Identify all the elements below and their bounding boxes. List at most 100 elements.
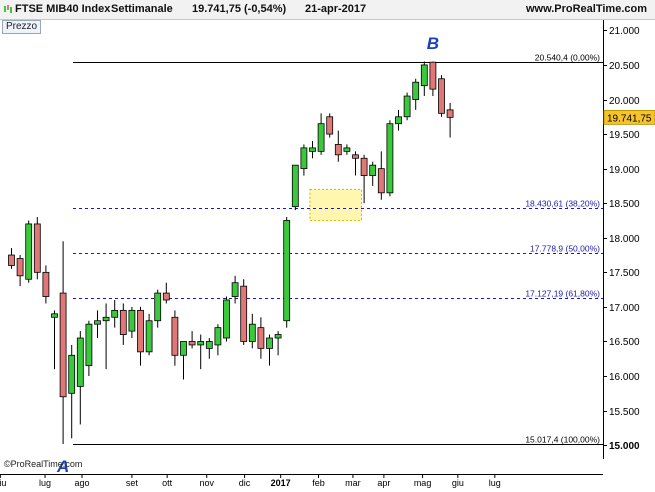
candle-body <box>403 95 411 118</box>
point-label-b: B <box>427 34 439 53</box>
candle-body <box>8 254 15 266</box>
candle-body <box>438 78 445 114</box>
y-tick-label: 21.000 <box>609 26 640 37</box>
x-tick-label: nov <box>199 478 214 488</box>
x-tick-label: apr <box>377 478 390 488</box>
candle-body <box>257 327 265 349</box>
candle-body <box>300 147 308 170</box>
y-tick-label: 18.500 <box>609 199 640 210</box>
y-tick-label: 15.000 <box>609 441 640 452</box>
candles-group <box>8 61 454 444</box>
candle-body <box>59 292 67 398</box>
x-axis-area <box>0 459 655 492</box>
y-tick-label: 19.000 <box>609 165 640 176</box>
x-tick-label: dic <box>239 478 251 488</box>
candle-body <box>85 323 93 367</box>
y-tick-label: 16.500 <box>609 337 640 348</box>
candle-body <box>119 309 127 335</box>
candle-body <box>420 64 428 87</box>
candle-body <box>283 220 291 322</box>
last-quote: 19.741,75 (-0,54%) <box>192 3 287 15</box>
candle-body <box>343 147 351 152</box>
candle-body <box>334 144 342 156</box>
candle-body <box>102 316 110 322</box>
candle-body <box>33 223 41 273</box>
candle-body <box>128 309 136 332</box>
candle-body <box>111 309 119 318</box>
candle-body <box>188 341 196 346</box>
site-url[interactable]: www.ProRealTime.com <box>525 3 647 15</box>
candle-body <box>214 327 222 346</box>
candle-body <box>180 341 187 356</box>
candle-body <box>395 116 402 125</box>
candle-body <box>309 147 316 152</box>
y-tick-label: 18.000 <box>609 234 640 245</box>
candle-body <box>205 341 213 349</box>
candle-body <box>266 337 273 349</box>
candle-body <box>231 282 239 297</box>
x-tick-label: mag <box>414 478 432 488</box>
y-tick-label: 19.500 <box>609 130 640 141</box>
candle-body <box>429 61 437 90</box>
candle-body <box>223 299 230 339</box>
candle-body <box>446 109 454 118</box>
y-tick-label: 17.500 <box>609 268 640 279</box>
y-tick-label: 16.000 <box>609 372 640 383</box>
highlight-zone <box>309 188 363 221</box>
candle-body <box>137 309 144 353</box>
candle-body <box>274 334 282 339</box>
x-tick-label: ago <box>75 478 90 488</box>
candle-body <box>291 164 299 208</box>
candle-body <box>326 116 334 135</box>
candle-body <box>162 292 170 301</box>
current-price-label: 19.741,75 <box>607 113 652 124</box>
candle-body <box>25 223 33 280</box>
copyright-label: ©ProRealTime.com <box>4 459 83 469</box>
level-label-4: 15.017,4 (100,00%) <box>525 435 600 445</box>
candle-body <box>16 258 24 277</box>
instrument-name: FTSE MIB40 Index <box>15 3 111 15</box>
candle-body <box>68 354 76 394</box>
chart-header: FTSE MIB40 Index Settimanale 19.741,75 (… <box>0 0 655 20</box>
level-label-1: 18.430,61 (38,20%) <box>525 199 600 209</box>
y-tick-label: 17.000 <box>609 303 640 314</box>
x-tick-label: giu <box>452 478 464 488</box>
candle-body <box>145 320 153 353</box>
candle-body <box>369 164 377 176</box>
current-price-tag <box>603 109 655 125</box>
timeframe-label: Settimanale <box>111 3 173 15</box>
x-tick-label: feb <box>312 478 325 488</box>
candle-body <box>94 320 101 325</box>
x-tick-label: mar <box>345 478 361 488</box>
candle-body <box>240 285 248 342</box>
candle-body <box>386 123 394 194</box>
y-tick-label: 15.500 <box>609 407 640 418</box>
x-tick-label: lug <box>489 478 501 488</box>
panel-label: Prezzo <box>2 20 42 34</box>
level-label-2: 17.778,9 (50,00%) <box>530 244 600 254</box>
candle-body <box>248 323 256 342</box>
y-tick-label: 20.500 <box>609 61 640 72</box>
candle-body <box>412 81 420 100</box>
level-label-3: 17.127,19 (61,80%) <box>525 289 600 299</box>
x-tick-label: lug <box>39 478 51 488</box>
candle-body <box>51 313 58 318</box>
candle-body <box>352 154 359 159</box>
candle-body <box>360 157 368 176</box>
level-label-0: 20.540,4 (0,00%) <box>535 53 600 63</box>
chart-date: 21-apr-2017 <box>305 3 367 15</box>
x-tick-label: ott <box>162 478 173 488</box>
candle-body <box>171 316 179 356</box>
y-tick-label: 20.000 <box>609 96 640 107</box>
candle-body <box>42 271 50 297</box>
candle-body <box>197 341 205 346</box>
candle-body <box>377 168 385 194</box>
y-axis-area <box>603 20 655 459</box>
x-tick-label: set <box>126 478 139 488</box>
candle-body <box>154 292 162 322</box>
x-tick-label: 2017 <box>271 478 291 488</box>
candlestick-icon <box>4 5 12 13</box>
candle-body <box>317 123 325 152</box>
candle-body <box>76 337 84 387</box>
